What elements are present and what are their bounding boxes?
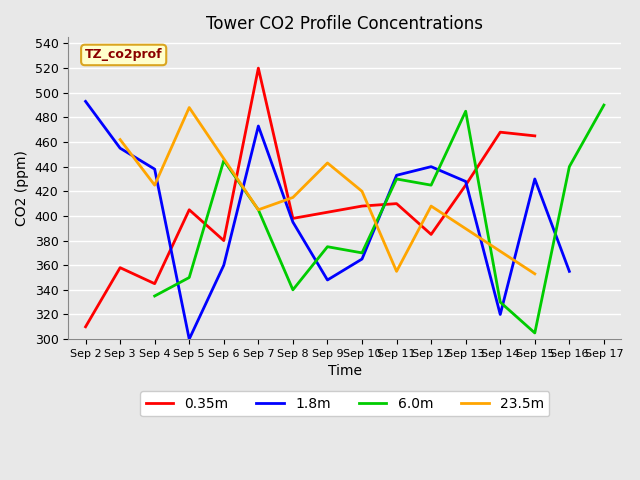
Text: TZ_co2prof: TZ_co2prof <box>85 48 163 61</box>
X-axis label: Time: Time <box>328 364 362 378</box>
Y-axis label: CO2 (ppm): CO2 (ppm) <box>15 150 29 226</box>
Title: Tower CO2 Profile Concentrations: Tower CO2 Profile Concentrations <box>206 15 483 33</box>
Legend: 0.35m, 1.8m, 6.0m, 23.5m: 0.35m, 1.8m, 6.0m, 23.5m <box>140 391 549 417</box>
